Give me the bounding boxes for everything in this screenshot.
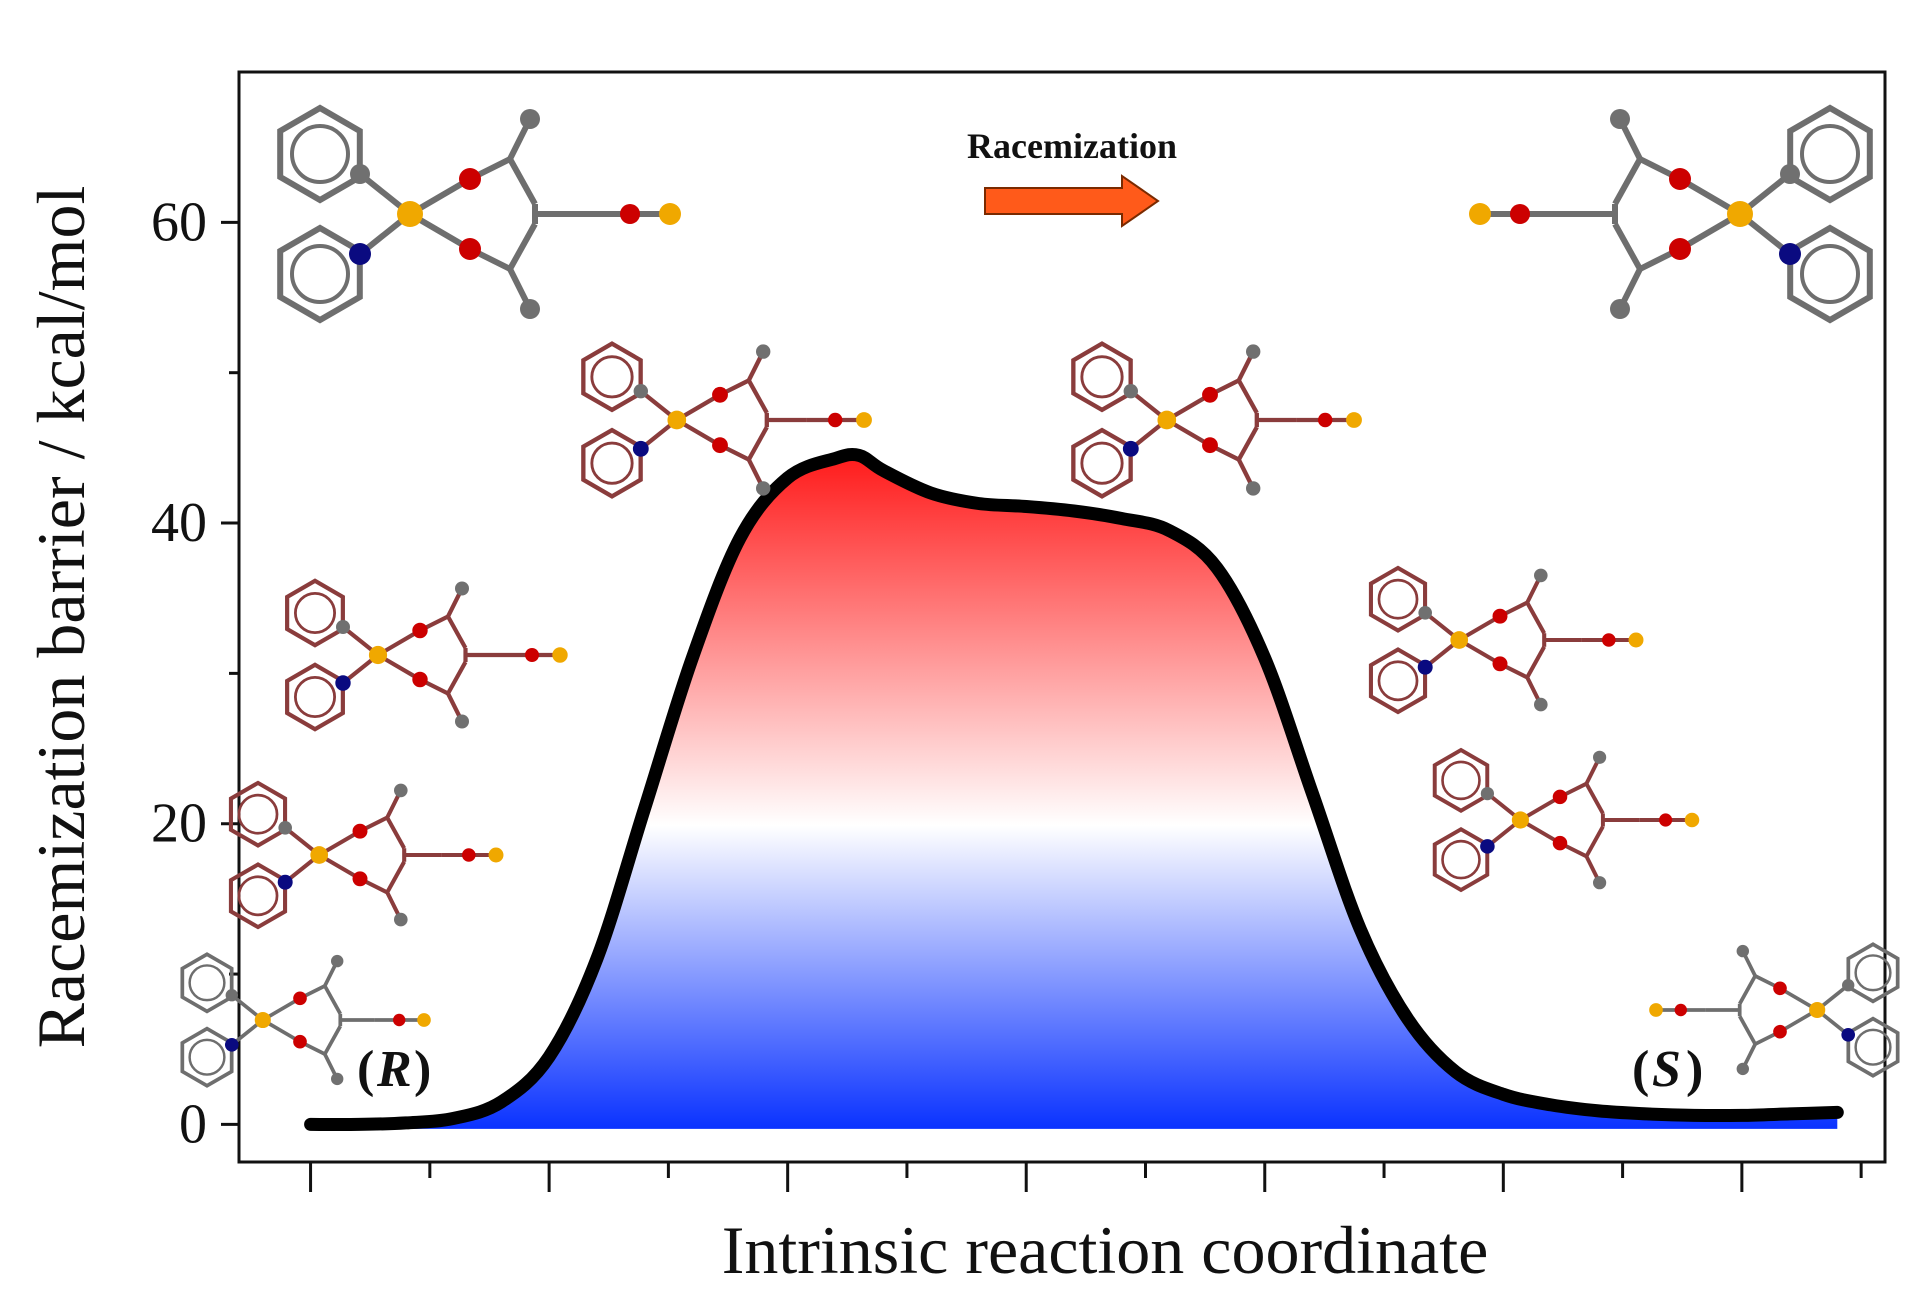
molecule-ts-2 bbox=[1071, 341, 1362, 499]
svg-text:(: ( bbox=[357, 1041, 374, 1098]
molecule-irc-left-1 bbox=[285, 578, 568, 732]
x-axis-ticks bbox=[309, 1162, 1863, 1192]
y-axis-title: Racemization barrier / kcal/mol bbox=[23, 186, 99, 1049]
molecule-r-bottom bbox=[180, 952, 431, 1088]
molecule-irc-right-1 bbox=[1368, 565, 1644, 715]
molecule-s-top bbox=[1469, 104, 1873, 324]
molecule-irc-right-2 bbox=[1432, 747, 1700, 893]
molecule-r-top bbox=[277, 104, 681, 324]
racemization-label: Racemization bbox=[967, 126, 1177, 166]
barrier-area-fill bbox=[310, 454, 1838, 1129]
r-label: ( R ) bbox=[357, 1041, 431, 1098]
y-tick-label-0: 0 bbox=[179, 1093, 207, 1155]
s-label: ( S ) bbox=[1632, 1041, 1703, 1098]
racemization-annotation: Racemization bbox=[967, 126, 1177, 228]
racemization-arrow bbox=[984, 174, 1160, 228]
y-axis-ticks bbox=[221, 220, 239, 1126]
svg-text:(: ( bbox=[1632, 1041, 1649, 1098]
y-tick-label-20: 20 bbox=[151, 793, 207, 855]
svg-text:S: S bbox=[1652, 1041, 1681, 1098]
y-tick-label-60: 60 bbox=[151, 191, 207, 253]
molecule-s-bottom bbox=[1649, 942, 1900, 1078]
svg-text:R: R bbox=[376, 1041, 412, 1098]
svg-text:): ) bbox=[414, 1041, 431, 1098]
x-axis-title: Intrinsic reaction coordinate bbox=[722, 1212, 1489, 1288]
molecule-irc-left-2 bbox=[228, 780, 504, 930]
y-tick-label-40: 40 bbox=[151, 492, 207, 554]
barrier-curve-line bbox=[304, 447, 1844, 1132]
plot-frame bbox=[237, 70, 1887, 1164]
svg-text:): ) bbox=[1686, 1041, 1703, 1098]
molecule-illustrations bbox=[180, 104, 1900, 1088]
molecule-ts-1 bbox=[581, 341, 872, 499]
